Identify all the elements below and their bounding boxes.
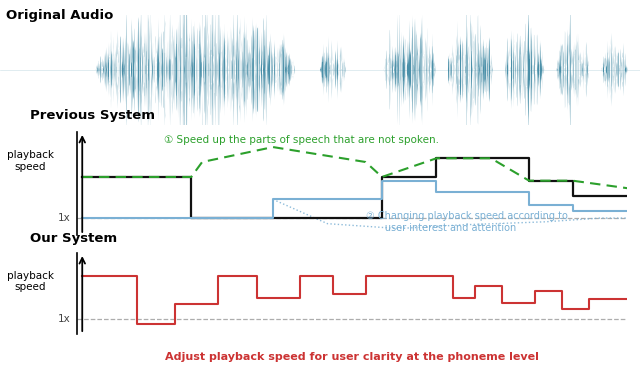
Text: 1x: 1x [58, 314, 70, 324]
Text: Original Audio: Original Audio [6, 9, 114, 22]
Text: playback
speed: playback speed [6, 271, 54, 292]
Text: Previous System: Previous System [30, 109, 155, 122]
Text: playback
speed: playback speed [6, 150, 54, 172]
Text: ① Speed up the parts of speech that are not spoken.: ① Speed up the parts of speech that are … [164, 135, 439, 145]
Text: Our System: Our System [30, 232, 117, 245]
Text: ② Changing playback speed according to
      user interest and attention: ② Changing playback speed according to u… [365, 211, 568, 233]
Text: 1x: 1x [58, 213, 70, 223]
Text: Adjust playback speed for user clarity at the phoneme level: Adjust playback speed for user clarity a… [165, 352, 539, 362]
